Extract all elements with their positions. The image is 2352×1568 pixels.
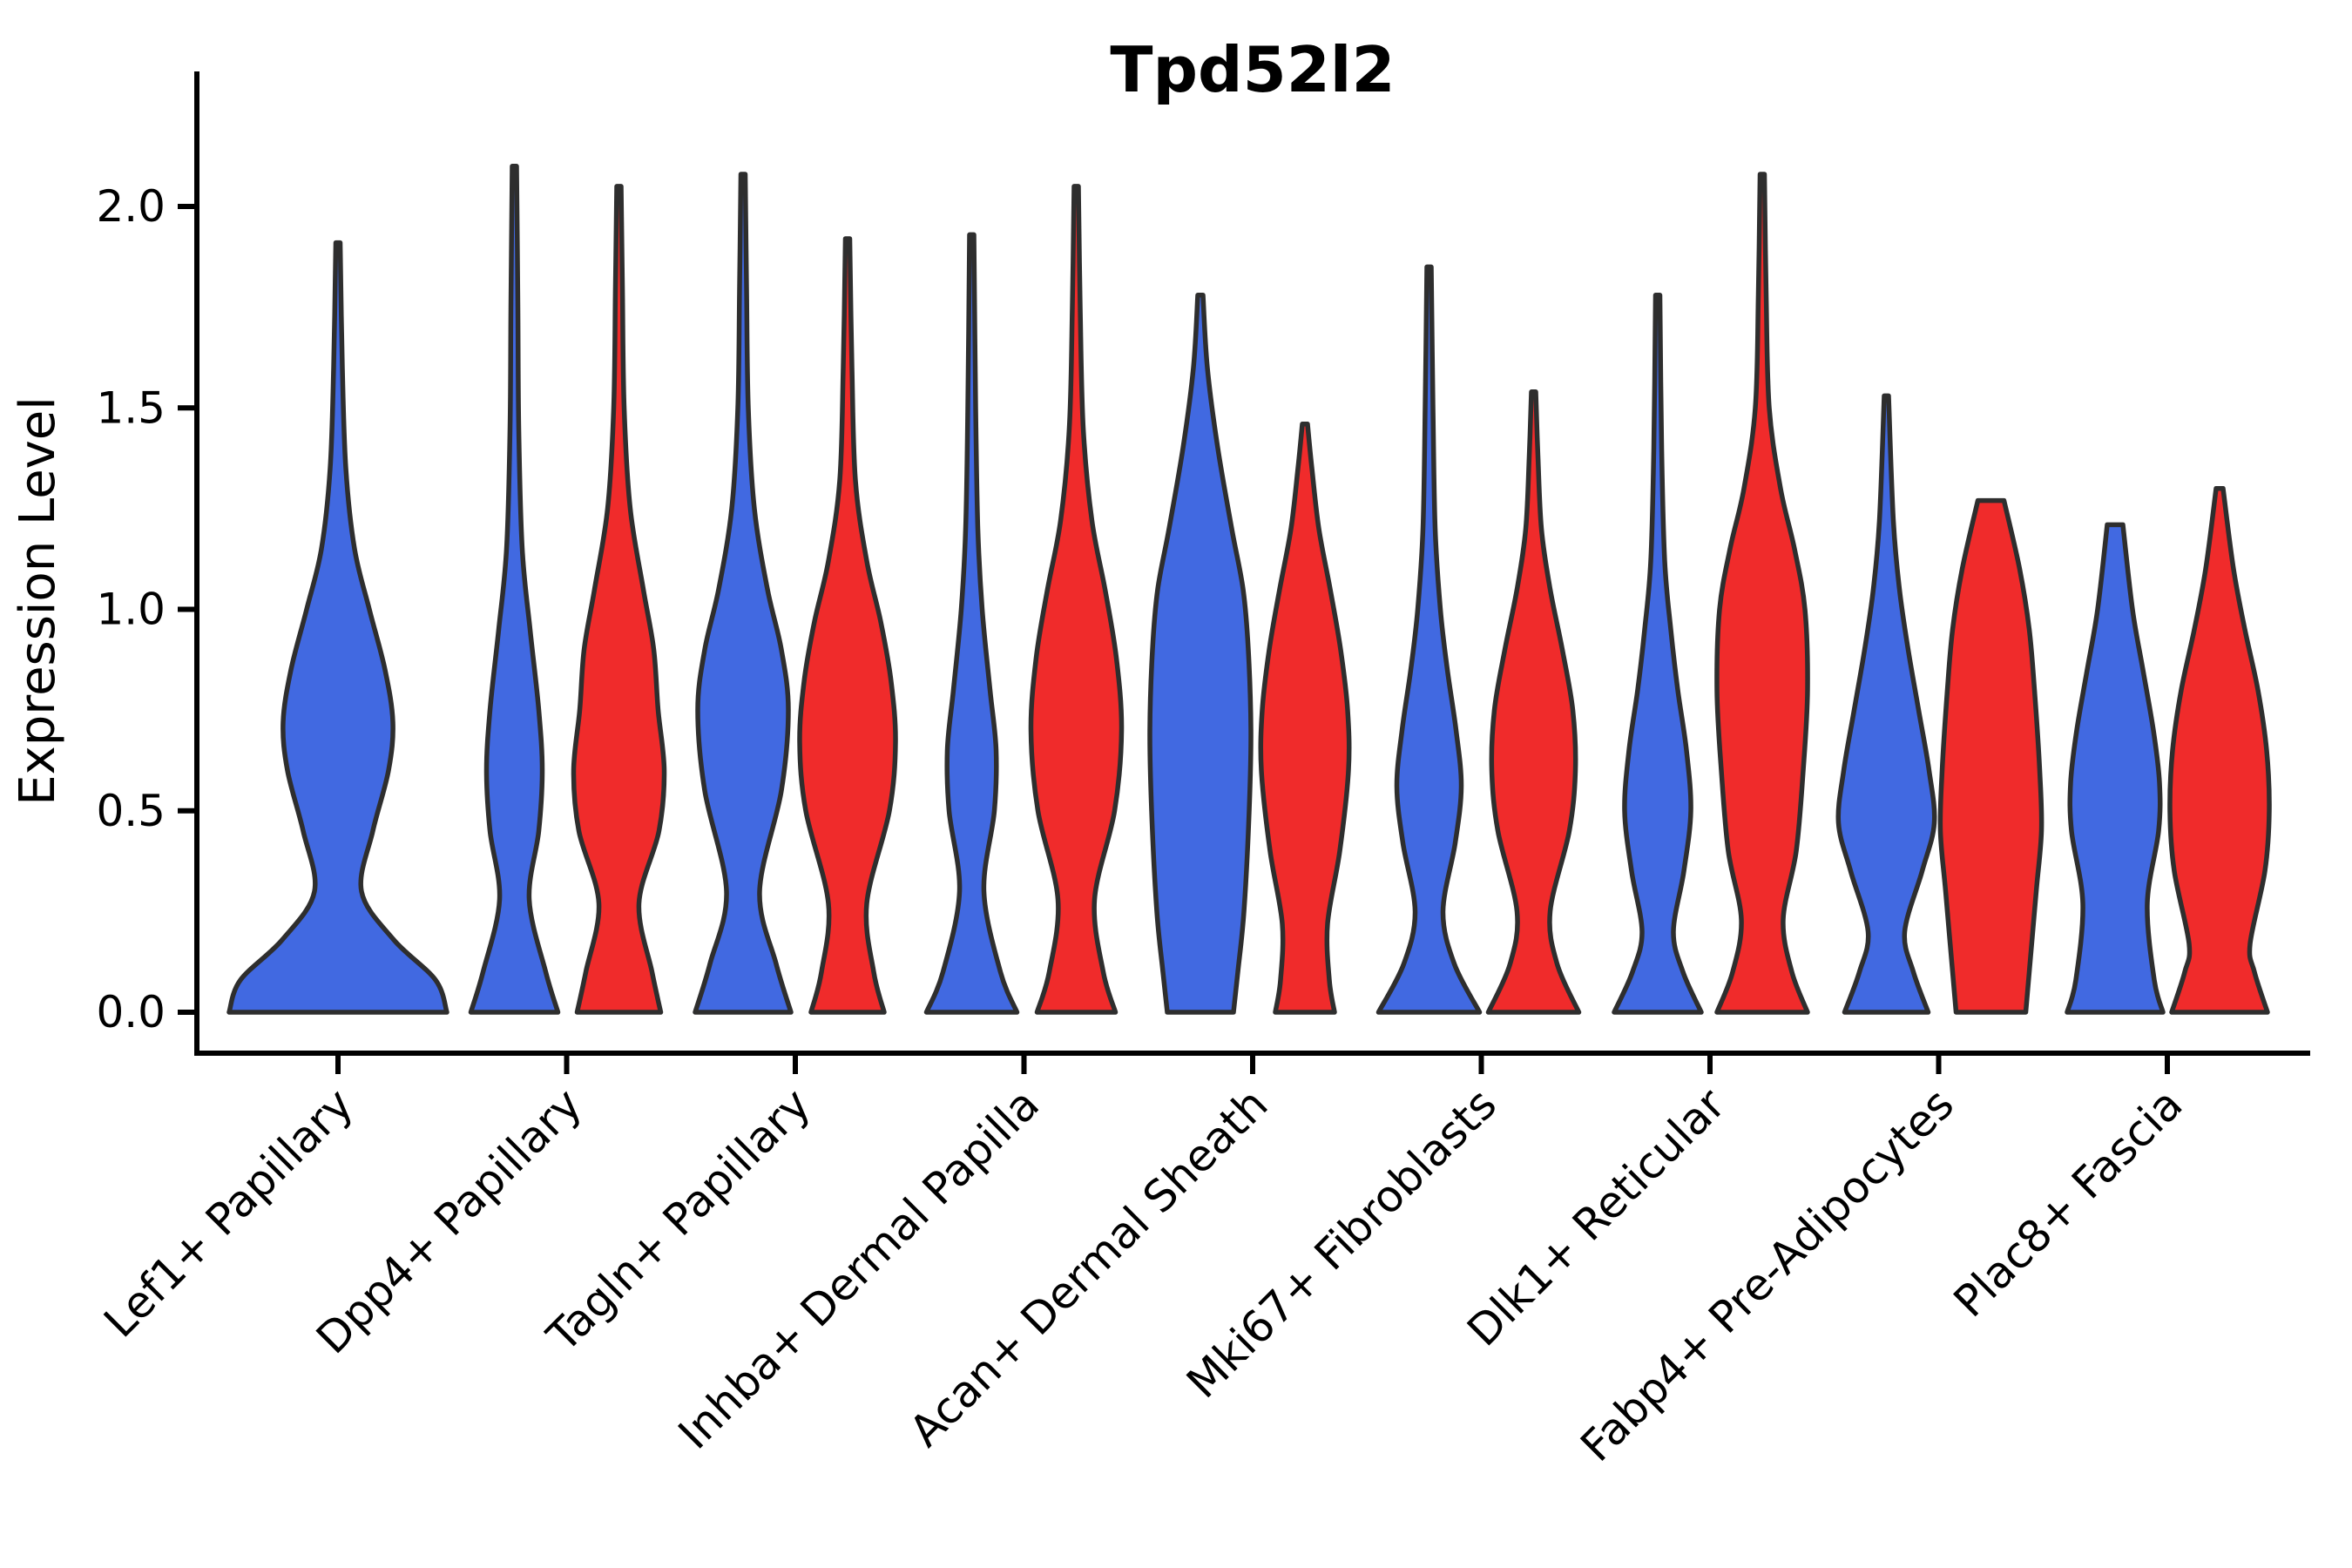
violin-red-dlk1-reticular	[1714, 172, 1810, 1015]
violin-series	[226, 164, 2272, 1015]
violin-blue-dlk1-reticular	[1612, 293, 1704, 1015]
violin-red-acan-dermal-sheath	[1258, 422, 1352, 1015]
x-tick-label: Fabp4+ Pre-Adipocytes	[1571, 1078, 1963, 1471]
x-tick-label: Lef1+ Papillary	[94, 1078, 362, 1347]
violin-blue-mki67-fibroblasts	[1375, 264, 1483, 1015]
y-tick-label: 1.5	[96, 382, 166, 433]
violin-red-tagln-papillary	[797, 236, 898, 1015]
violin-red-inhba-dermal-papilla	[1028, 184, 1125, 1015]
violin-red-fabp4-pre-adipocytes	[1937, 497, 2044, 1015]
y-axis-label: Expression Level	[10, 396, 66, 806]
violin-blue-acan-dermal-sheath	[1147, 293, 1254, 1015]
y-tick-label: 0.5	[96, 786, 166, 836]
violin-blue-plac8-fascia	[2065, 522, 2166, 1015]
violin-blue-dpp4-papillary	[468, 164, 561, 1015]
x-tick-label: Inhba+ Dermal Papilla	[669, 1078, 1049, 1458]
plot-title: Tpd52l2	[1110, 33, 1395, 106]
y-tick-label: 0.0	[96, 987, 166, 1037]
violin-blue-inhba-dermal-papilla	[923, 232, 1020, 1015]
violin-blue-lef1-papillary	[226, 240, 449, 1015]
violin-red-mki67-fibroblasts	[1485, 389, 1582, 1015]
y-tick-label: 1.0	[96, 585, 166, 635]
violin-blue-tagln-papillary	[693, 172, 794, 1015]
violin-blue-fabp4-pre-adipocytes	[1835, 393, 1937, 1015]
y-tick-label: 2.0	[96, 181, 166, 232]
x-tick-label: Plac8+ Fascia	[1944, 1078, 2193, 1327]
violin-red-dpp4-papillary	[571, 184, 667, 1015]
violin-red-plac8-fascia	[2167, 486, 2272, 1015]
